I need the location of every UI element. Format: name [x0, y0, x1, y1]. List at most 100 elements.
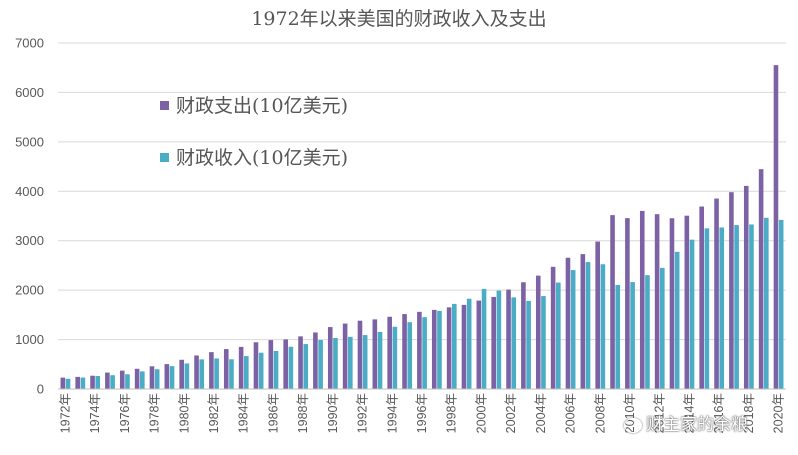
bar-expenditure — [506, 289, 511, 389]
x-tick-label: 1998年 — [445, 393, 459, 433]
x-tick-label: 1982年 — [207, 393, 221, 433]
bar-expenditure — [223, 349, 229, 389]
x-tick-label: 2018年 — [742, 393, 756, 433]
bar-expenditure — [105, 372, 110, 389]
wechat-icon — [624, 417, 642, 433]
y-axis-ticks: 0 1000 2000 3000 4000 5000 6000 7000 — [15, 36, 44, 397]
x-tick-label: 1974年 — [88, 393, 102, 433]
y-tick-label: 4000 — [15, 184, 44, 199]
chart-title: 1972年以来美国的财政收入及支出 — [251, 8, 547, 30]
x-tick-label: 2006年 — [564, 393, 578, 433]
bar-expenditure — [758, 169, 764, 389]
legend: 财政支出(10亿美元) 财政收入(10亿美元) — [160, 95, 348, 169]
legend-swatch-revenue — [160, 153, 169, 162]
bar-expenditure — [461, 304, 467, 389]
x-axis-ticks: 1972年 1974年 1976年 1978年 1980年 1982年 1984年 1986年… — [58, 393, 785, 433]
bar-revenue — [140, 371, 145, 389]
bar-revenue — [125, 374, 130, 389]
bar-revenue — [734, 225, 739, 389]
bar-expenditure — [580, 254, 586, 389]
bar-revenue — [288, 346, 294, 389]
x-tick-label: 2008年 — [593, 393, 607, 433]
bar-revenue — [481, 288, 487, 389]
bar-expenditure — [610, 215, 615, 389]
bar-revenue — [407, 322, 413, 389]
bar-expenditure — [90, 375, 95, 389]
bar-revenue — [600, 264, 606, 389]
bar-revenue — [630, 282, 635, 389]
bar-revenue — [318, 340, 323, 389]
bar-revenue — [199, 359, 205, 389]
legend-label-revenue: 财政收入(10亿美元) — [176, 147, 348, 169]
bar-expenditure — [565, 257, 571, 389]
bar-expenditure — [327, 327, 333, 389]
bar-expenditure — [639, 210, 645, 389]
bar-expenditure — [446, 307, 452, 389]
bar-revenue — [110, 375, 115, 389]
bar-expenditure — [402, 314, 407, 389]
bar-expenditure — [654, 214, 660, 389]
bar-expenditure — [699, 206, 704, 389]
y-tick-label: 3000 — [15, 233, 44, 248]
bar-revenue — [615, 284, 621, 389]
bar-revenue — [452, 303, 457, 389]
bar-revenue — [214, 358, 219, 389]
bar-revenue — [496, 290, 502, 389]
gridlines — [58, 42, 786, 341]
x-tick-label: 2016年 — [712, 393, 726, 433]
y-tick-label: 7000 — [15, 36, 44, 51]
bar-expenditure — [625, 218, 630, 389]
bar-expenditure — [268, 340, 274, 389]
legend-swatch-expenditure — [160, 101, 169, 110]
x-tick-label: 1984年 — [237, 393, 251, 433]
bar-expenditure — [119, 370, 125, 389]
bar-expenditure — [431, 309, 437, 389]
bar-revenue — [392, 326, 398, 389]
x-tick-label: 1988年 — [296, 393, 310, 433]
bar-expenditure — [491, 296, 496, 389]
bar-expenditure — [417, 311, 422, 389]
bar-revenue — [466, 298, 472, 389]
bar-revenue — [95, 376, 101, 389]
bar-revenue — [764, 217, 769, 389]
bar-revenue — [719, 227, 725, 389]
x-tick-label: 1992年 — [356, 393, 370, 433]
bar-expenditure — [342, 323, 348, 389]
y-tick-label: 6000 — [15, 85, 44, 100]
bar-expenditure — [164, 364, 170, 389]
y-tick-label: 1000 — [15, 332, 44, 347]
y-tick-label: 5000 — [15, 134, 44, 149]
bar-revenue — [645, 275, 650, 389]
bar-expenditure — [521, 282, 526, 389]
x-tick-label: 2004年 — [534, 393, 548, 433]
bar-expenditure — [134, 368, 140, 389]
bar-expenditure — [253, 342, 259, 389]
bar-revenue — [333, 337, 338, 389]
x-tick-label: 1976年 — [118, 393, 132, 433]
bar-expenditure — [357, 320, 363, 389]
bar-revenue — [778, 219, 784, 389]
bar-expenditure — [476, 300, 482, 389]
bar-revenue — [229, 359, 234, 389]
bar-revenue — [362, 335, 368, 389]
bar-expenditure — [283, 339, 288, 389]
bar-revenue — [585, 262, 591, 389]
bar-expenditure — [535, 275, 541, 389]
bar-revenue — [511, 297, 517, 389]
bar-revenue — [526, 300, 531, 389]
bar-expenditure — [729, 192, 734, 389]
bar-expenditure — [298, 336, 303, 389]
bar-revenue — [377, 331, 383, 389]
bar-expenditure — [595, 241, 600, 389]
x-tick-label: 2000年 — [474, 393, 488, 433]
bar-expenditure — [238, 346, 244, 389]
x-tick-label: 1978年 — [148, 393, 162, 433]
bar-expenditure — [684, 215, 690, 389]
bar-revenue — [184, 363, 190, 389]
x-tick-label: 1980年 — [177, 393, 191, 433]
bar-revenue — [437, 310, 442, 389]
x-tick-label: 1986年 — [266, 393, 280, 433]
bar-expenditure — [372, 319, 378, 389]
bar-revenue — [244, 356, 249, 389]
